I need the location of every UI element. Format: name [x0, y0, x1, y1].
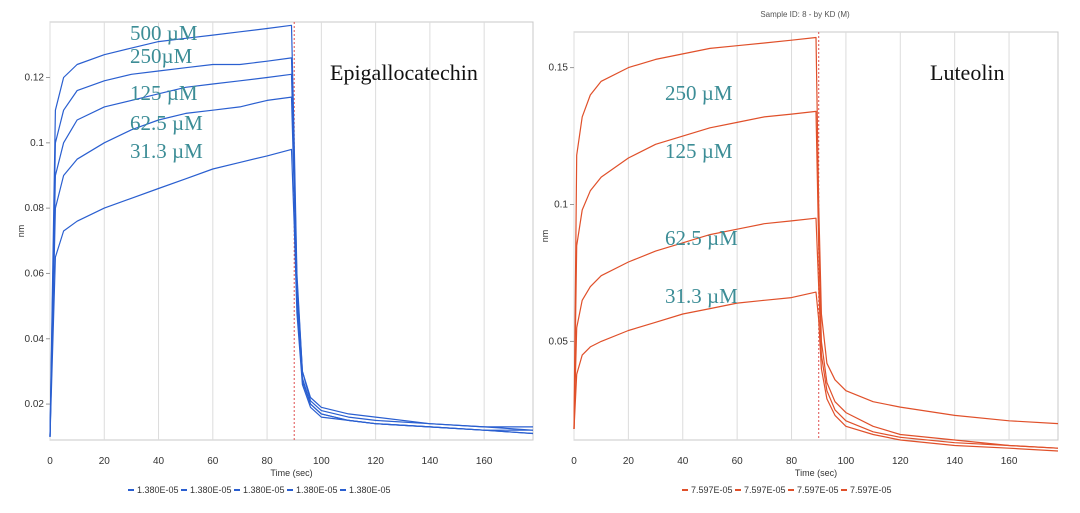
legend-entry: 1.380E-05 — [349, 485, 391, 495]
legend-entry: 1.380E-05 — [190, 485, 232, 495]
x-tick-label: 40 — [153, 456, 165, 467]
x-tick-label: 140 — [946, 456, 963, 467]
x-tick-label: 20 — [623, 456, 635, 467]
x-tick-label: 120 — [892, 456, 909, 467]
x-tick-label: 60 — [207, 456, 219, 467]
y-tick-label: 0.15 — [549, 63, 569, 74]
x-tick-label: 20 — [99, 456, 111, 467]
x-tick-label: 120 — [367, 456, 384, 467]
concentration-label: 250 µM — [665, 81, 733, 105]
concentration-label: 125 µM — [665, 139, 733, 163]
x-tick-label: 100 — [313, 456, 330, 467]
x-tick-label: 40 — [677, 456, 689, 467]
x-tick-label: 80 — [262, 456, 274, 467]
legend-entry: 1.380E-05 — [296, 485, 338, 495]
concentration-label: 62.5 µM — [130, 111, 203, 135]
series-line — [49, 24, 533, 437]
y-axis-title: nm — [540, 230, 550, 243]
x-tick-label: 140 — [422, 456, 439, 467]
x-tick-label: 160 — [1001, 456, 1018, 467]
y-tick-label: 0.1 — [554, 200, 568, 211]
y-tick-label: 0.12 — [25, 73, 45, 84]
legend-entry: 1.380E-05 — [137, 485, 179, 495]
series-line — [573, 291, 1059, 452]
legend-entry: 7.597E-05 — [850, 485, 892, 495]
legend-entry: 1.380E-05 — [243, 485, 285, 495]
y-tick-label: 0.1 — [30, 138, 44, 149]
y-tick-label: 0.05 — [549, 336, 569, 347]
series-line — [49, 148, 534, 437]
concentration-label: 250µM — [130, 44, 193, 68]
compound-label: Luteolin — [930, 60, 1005, 85]
series-line — [573, 36, 1059, 430]
y-axis-title: nm — [16, 225, 26, 238]
sample-caption: Sample ID: 8 - by KD (M) — [760, 10, 850, 19]
series-line — [49, 57, 534, 437]
panel-epigallocatechin: 0 20 40 60 80 100 120 140 160 0.02 0.04 0.06 0.08 0.1… — [16, 21, 534, 495]
y-tick-label: 0.08 — [25, 203, 45, 214]
concentration-label: 500 µM — [130, 21, 198, 45]
plot-area — [573, 31, 1059, 441]
panel-luteolin: 0 20 40 60 80 100 120 140 160 0.05 0.1 0.15 Time (se… — [540, 10, 1059, 495]
x-tick-label: 80 — [786, 456, 798, 467]
compound-label: Epigallocatechin — [330, 60, 478, 85]
x-tick-label: 0 — [47, 456, 53, 467]
concentration-label: 125 µM — [130, 81, 198, 105]
series-line — [573, 217, 1059, 449]
concentration-label: 31.3 µM — [130, 139, 203, 163]
x-tick-label: 0 — [571, 456, 577, 467]
concentration-label: 62.5 µM — [665, 226, 738, 250]
legend-entry: 7.597E-05 — [691, 485, 733, 495]
y-tick-label: 0.06 — [25, 268, 45, 279]
legend-entry: 7.597E-05 — [797, 485, 839, 495]
series-line — [573, 110, 1059, 449]
x-tick-label: 160 — [476, 456, 493, 467]
x-axis-title: Time (sec) — [795, 468, 837, 478]
y-tick-label: 0.04 — [25, 334, 45, 345]
concentration-label: 31.3 µM — [665, 284, 738, 308]
legend-entry: 7.597E-05 — [744, 485, 786, 495]
x-tick-label: 60 — [732, 456, 744, 467]
y-tick-label: 0.02 — [25, 399, 45, 410]
x-axis-title: Time (sec) — [270, 468, 312, 478]
x-tick-label: 100 — [838, 456, 855, 467]
